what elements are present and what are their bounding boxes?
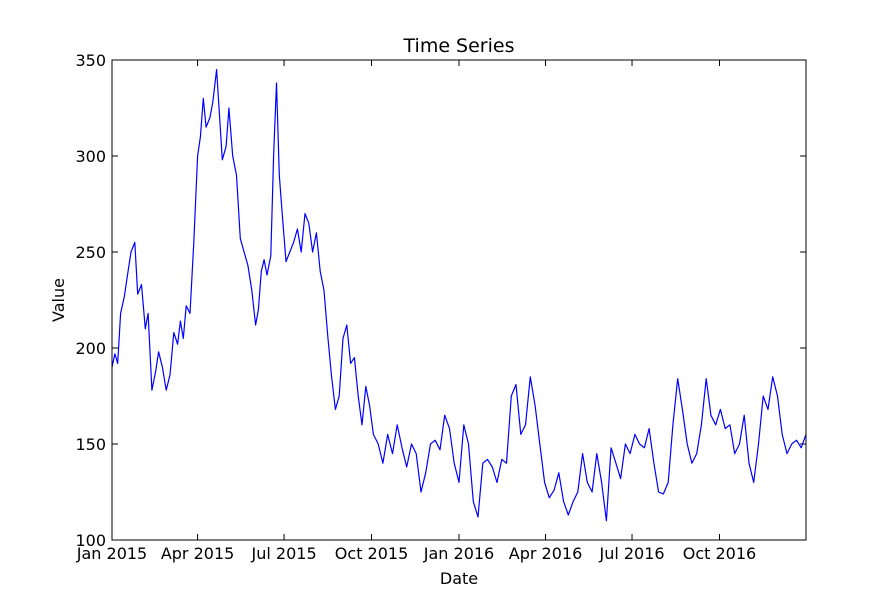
x-tick-label: Oct 2016 [683, 544, 756, 563]
chart-title: Time Series [403, 35, 515, 57]
x-axis-label: Date [440, 569, 478, 588]
ticks-layer: 100 150 200 250 300 350 Jan 2015 Apr 2015 Jul 20… [75, 51, 806, 563]
x-tick-label: Jan 2015 [76, 544, 147, 563]
x-tick-label: Jul 2015 [251, 544, 317, 563]
y-tick-label: 200 [75, 339, 106, 358]
y-tick-label: 350 [75, 51, 106, 70]
x-tick-label: Jan 2016 [423, 544, 494, 563]
x-tick-label: Apr 2016 [509, 544, 582, 563]
x-tick-label: Oct 2015 [335, 544, 408, 563]
y-tick-label: 250 [75, 243, 106, 262]
y-axis-label: Value [49, 278, 68, 322]
y-tick-label: 150 [75, 435, 106, 454]
y-tick-label: 100 [75, 531, 106, 550]
plot-frame [111, 59, 807, 541]
series-layer [111, 68, 807, 522]
series-line [111, 68, 807, 522]
x-tick-label: Apr 2015 [161, 544, 234, 563]
y-tick-label: 300 [75, 147, 106, 166]
x-tick-label: Jul 2016 [598, 544, 664, 563]
